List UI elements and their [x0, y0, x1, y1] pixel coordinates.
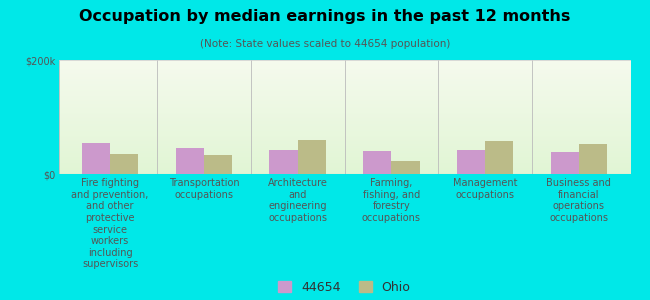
Bar [58, 118, 630, 120]
Bar [58, 161, 630, 163]
Bar [58, 130, 630, 131]
Bar [58, 170, 630, 171]
Bar [58, 166, 630, 167]
Bar [58, 88, 630, 90]
Bar [579, 144, 607, 174]
Bar [58, 74, 630, 76]
Bar [270, 150, 298, 174]
Bar [58, 128, 630, 130]
Bar [58, 131, 630, 133]
Bar [58, 142, 630, 144]
Bar [58, 171, 630, 172]
Bar [58, 133, 630, 134]
Text: Occupation by median earnings in the past 12 months: Occupation by median earnings in the pas… [79, 9, 571, 24]
Legend: 44654, Ohio: 44654, Ohio [274, 276, 415, 299]
Bar [58, 168, 630, 170]
Bar [58, 150, 630, 151]
Bar [58, 120, 630, 121]
Bar [58, 94, 630, 96]
Bar [58, 77, 630, 79]
Bar [363, 151, 391, 174]
Bar [58, 125, 630, 127]
Bar [58, 104, 630, 106]
Bar [58, 157, 630, 158]
Bar [58, 144, 630, 146]
Bar [58, 93, 630, 94]
Bar [58, 147, 630, 148]
Bar [58, 106, 630, 107]
Bar [58, 85, 630, 87]
Bar [58, 79, 630, 80]
Bar [58, 90, 630, 91]
Bar [58, 101, 630, 103]
Bar [58, 109, 630, 110]
Bar [58, 96, 630, 97]
Bar [58, 141, 630, 142]
Bar [58, 87, 630, 88]
Bar [176, 148, 204, 174]
Bar [110, 154, 138, 174]
Bar [58, 81, 630, 83]
Bar [58, 107, 630, 108]
Bar [58, 167, 630, 168]
Bar [58, 103, 630, 104]
Bar [58, 63, 630, 64]
Bar [58, 117, 630, 118]
Bar [58, 71, 630, 73]
Bar [58, 111, 630, 113]
Bar [58, 83, 630, 84]
Bar [58, 67, 630, 68]
Bar [58, 98, 630, 100]
Bar [58, 158, 630, 160]
Bar [58, 154, 630, 155]
Bar [551, 152, 579, 174]
Bar [58, 127, 630, 128]
Text: (Note: State values scaled to 44654 population): (Note: State values scaled to 44654 popu… [200, 39, 450, 49]
Bar [58, 61, 630, 63]
Bar [58, 146, 630, 147]
Bar [58, 137, 630, 138]
Bar [391, 161, 419, 174]
Bar [58, 164, 630, 166]
Bar [58, 140, 630, 141]
Bar [58, 163, 630, 164]
Bar [58, 116, 630, 117]
Bar [58, 100, 630, 101]
Bar [58, 97, 630, 98]
Bar [58, 148, 630, 150]
Bar [58, 134, 630, 136]
Bar [58, 113, 630, 114]
Bar [58, 70, 630, 71]
Bar [58, 91, 630, 93]
Bar [58, 136, 630, 137]
Bar [58, 151, 630, 153]
Bar [82, 143, 110, 174]
Bar [58, 153, 630, 154]
Bar [58, 68, 630, 70]
Bar [457, 150, 485, 174]
Bar [58, 172, 630, 174]
Bar [58, 160, 630, 161]
Bar [58, 76, 630, 77]
Bar [58, 110, 630, 111]
Bar [58, 80, 630, 81]
Bar [204, 155, 232, 174]
Bar [58, 73, 630, 74]
Bar [58, 124, 630, 125]
Bar [58, 155, 630, 157]
Bar [58, 114, 630, 116]
Bar [58, 64, 630, 66]
Bar [58, 138, 630, 140]
Bar [58, 60, 630, 61]
Bar [58, 121, 630, 123]
Bar [58, 84, 630, 86]
Bar [298, 140, 326, 174]
Bar [485, 141, 514, 174]
Bar [58, 66, 630, 67]
Bar [58, 123, 630, 124]
